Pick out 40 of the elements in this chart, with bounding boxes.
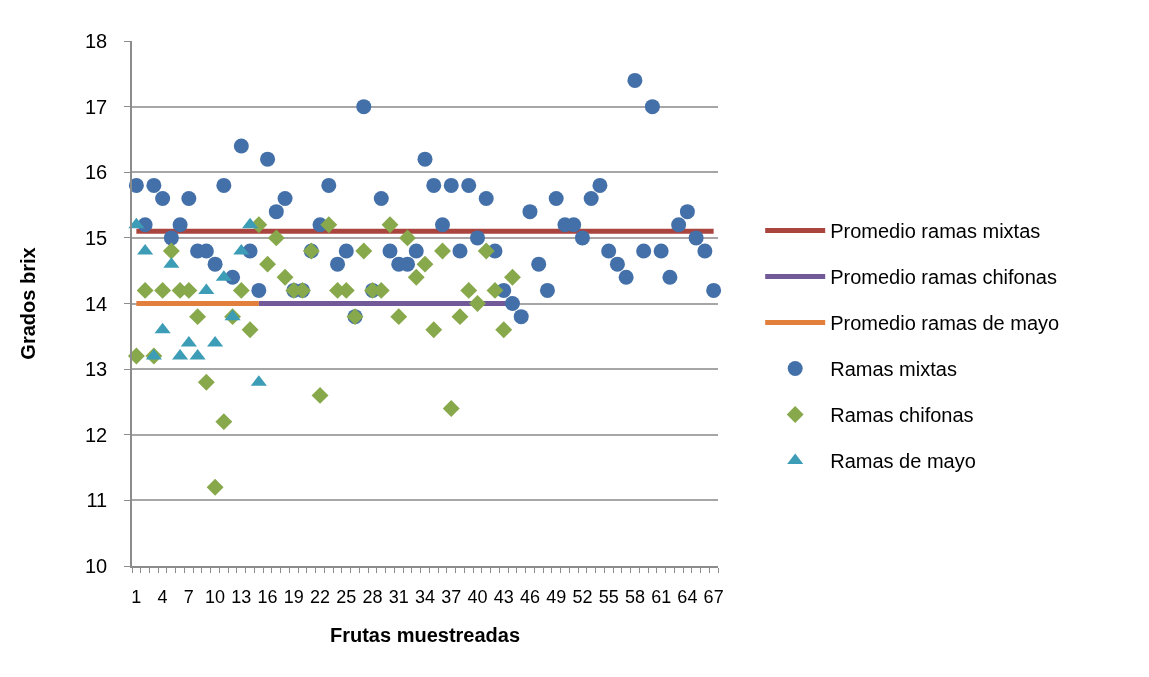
y-tick-label: 18 (85, 30, 108, 52)
x-axis-title: Frutas muestreadas (329, 624, 521, 647)
y-tick-label: 11 (86, 489, 108, 512)
x-tick-label: 10 (205, 587, 226, 608)
y-tick-label: 16 (85, 161, 108, 184)
y-tick-label: 17 (85, 95, 108, 118)
y-tick-label: 10 (85, 555, 108, 577)
y-tick-label: 12 (85, 423, 108, 446)
x-tick-label: 49 (546, 587, 567, 608)
x-tick-label: 1 (131, 587, 142, 608)
legend-label: Ramas chifonas (830, 404, 974, 427)
x-tick-label: 40 (467, 587, 488, 608)
legend-label: Promedio ramas mixtas (830, 220, 1041, 243)
x-tick-label: 25 (336, 587, 357, 608)
y-tick-label: 14 (85, 292, 108, 315)
x-tick-label: 61 (651, 587, 672, 608)
y-tick-label: 13 (85, 358, 108, 381)
x-tick-label: 58 (624, 587, 645, 608)
x-tick-label: 22 (310, 587, 331, 608)
x-tick-label: 4 (157, 587, 168, 608)
x-tick-label: 16 (257, 587, 278, 608)
x-tick-label: 28 (362, 587, 383, 608)
x-tick-label: 43 (493, 587, 514, 608)
x-tick-label: 34 (414, 587, 436, 608)
x-tick-label: 64 (677, 587, 698, 608)
x-tick-label: 31 (388, 587, 409, 608)
x-tick-label: 7 (183, 587, 194, 608)
x-tick-label: 55 (598, 587, 619, 608)
legend-label: Promedio ramas chifonas (830, 266, 1057, 289)
x-tick-label: 37 (441, 587, 462, 608)
x-tick-label: 13 (231, 587, 252, 608)
x-tick-label: 46 (519, 587, 540, 608)
x-tick-label: 19 (283, 587, 304, 608)
legend-label: Ramas mixtas (830, 358, 957, 381)
y-axis-title: Grados brix (17, 247, 39, 360)
x-tick-label: 67 (703, 587, 724, 608)
x-tick-label: 52 (572, 587, 593, 608)
legend-label: Ramas de mayo (830, 450, 976, 473)
y-tick-label: 15 (85, 226, 108, 249)
legend-label: Promedio ramas de mayo (830, 312, 1060, 335)
